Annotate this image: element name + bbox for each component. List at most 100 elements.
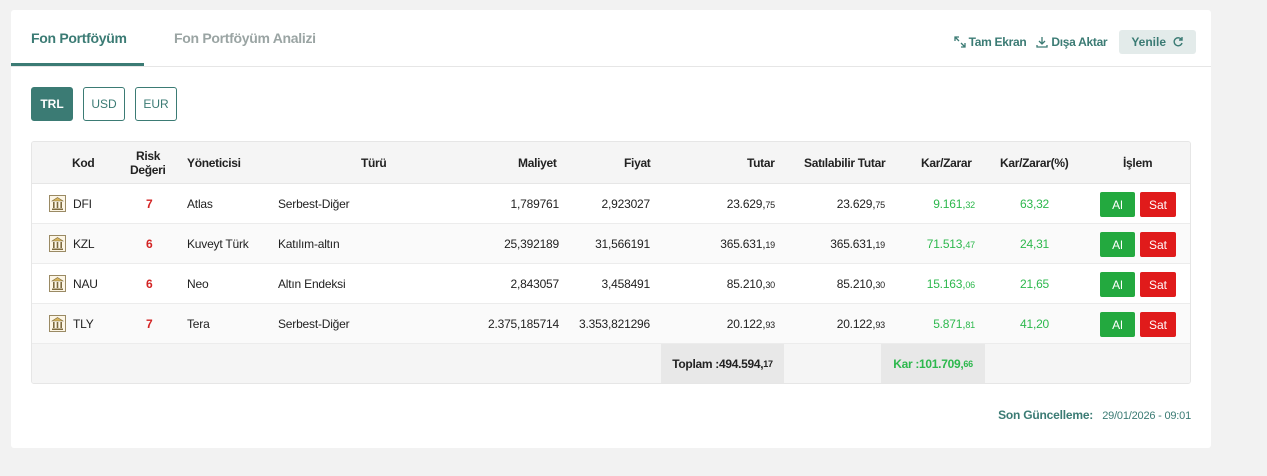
manager: Atlas — [187, 197, 213, 211]
total-label: Toplam : — [672, 357, 719, 371]
sellable-dec: 75 — [875, 200, 885, 210]
header-maliyet: Maliyet — [518, 156, 557, 170]
buy-button[interactable]: Al — [1100, 232, 1135, 257]
table-row: NAU 6 Neo Altın Endeksi 2,843057 3,458491 85.2… — [32, 264, 1190, 304]
download-icon — [1036, 37, 1049, 48]
fund-type: Katılım-altın — [278, 237, 340, 251]
risk-value: 6 — [146, 277, 153, 291]
export-button[interactable]: Dışa Aktar — [1036, 35, 1108, 49]
profit-int: 101.709, — [919, 357, 964, 371]
buy-button[interactable]: Al — [1100, 192, 1135, 217]
profit-dec: 66 — [963, 359, 973, 369]
fund-code[interactable]: KZL — [73, 237, 95, 251]
fullscreen-button[interactable]: Tam Ekran — [953, 35, 1027, 49]
amount-dec: 75 — [765, 200, 775, 210]
profit-loss: 5.871,81 — [933, 317, 975, 331]
fund-code[interactable]: NAU — [73, 277, 98, 291]
export-label: Dışa Aktar — [1051, 35, 1108, 49]
total-profit: Kar :101.709, 66 — [881, 344, 985, 383]
risk-value: 6 — [146, 237, 153, 251]
profit-int: 5.871, — [933, 317, 966, 331]
active-tab-indicator — [11, 63, 144, 66]
price: 3.353,821296 — [578, 317, 650, 331]
profit-loss-pct: 21,65 — [1020, 277, 1050, 291]
currency-usd-button[interactable]: USD — [83, 87, 125, 121]
fund-type: Serbest-Diğer — [278, 197, 350, 211]
cost: 2,843057 — [510, 277, 560, 291]
amount: 85.210,30 — [727, 277, 775, 291]
amount: 20.122,93 — [727, 317, 775, 331]
sellable-int: 20.122, — [836, 317, 876, 331]
table-row: TLY 7 Tera Serbest-Diğer 2.375,185714 3.353,8… — [32, 304, 1190, 344]
amount-int: 23.629, — [726, 197, 766, 211]
sellable-amount: 23.629,75 — [837, 197, 885, 211]
currency-eur-button[interactable]: EUR — [135, 87, 177, 121]
profit-dec: 32 — [965, 200, 975, 210]
manager: Kuveyt Türk — [187, 237, 249, 251]
sellable-amount: 20.122,93 — [837, 317, 885, 331]
expand-icon — [953, 36, 966, 48]
amount-dec: 19 — [765, 240, 775, 250]
amount-dec: 30 — [765, 280, 775, 290]
header-karzarar-pct: Kar/Zarar(%) — [1000, 156, 1069, 170]
fund-type: Altın Endeksi — [278, 277, 346, 291]
profit-loss-pct: 24,31 — [1020, 237, 1050, 251]
sellable-int: 23.629, — [836, 197, 876, 211]
profit-loss: 71.513,47 — [927, 237, 975, 251]
risk-value: 7 — [146, 197, 153, 211]
tab-bar: Fon Portföyüm Fon Portföyüm Analizi Tam … — [11, 10, 1211, 67]
toolbar-actions: Tam Ekran Dışa Aktar Yenile — [944, 30, 1196, 54]
header-tutar: Tutar — [747, 156, 775, 170]
header-satilabilir: Satılabilir Tutar — [804, 156, 886, 170]
table-row: KZL 6 Kuveyt Türk Katılım-altın 25,392189 31,… — [32, 224, 1190, 264]
buy-button[interactable]: Al — [1100, 272, 1135, 297]
manager: Neo — [187, 277, 209, 291]
profit-dec: 06 — [965, 280, 975, 290]
cost: 2.375,185714 — [487, 317, 559, 331]
portfolio-card: Fon Portföyüm Fon Portföyüm Analizi Tam … — [11, 10, 1211, 448]
fund-code[interactable]: TLY — [73, 317, 94, 331]
cost: 25,392189 — [504, 237, 559, 251]
tab-fon-portfoyum[interactable]: Fon Portföyüm — [31, 30, 127, 46]
total-dec: 17 — [763, 359, 773, 369]
header-fiyat: Fiyat — [624, 156, 651, 170]
table-row: DFI 7 Atlas Serbest-Diğer 1,789761 2,923027 23… — [32, 184, 1190, 224]
profit-int: 71.513, — [926, 237, 966, 251]
fund-icon — [49, 315, 66, 332]
table-footer: Toplam :494.594, 17 Kar :101.709, 66 — [32, 344, 1190, 383]
total-int: 494.594, — [718, 357, 764, 371]
sell-button[interactable]: Sat — [1140, 192, 1176, 217]
fund-code[interactable]: DFI — [73, 197, 92, 211]
refresh-button[interactable]: Yenile — [1119, 30, 1196, 54]
price: 3,458491 — [601, 277, 651, 291]
currency-trl-button[interactable]: TRL — [31, 87, 73, 121]
tab-fon-portfoyum-analizi[interactable]: Fon Portföyüm Analizi — [174, 30, 316, 46]
sell-button[interactable]: Sat — [1140, 272, 1176, 297]
profit-loss: 9.161,32 — [933, 197, 975, 211]
price: 2,923027 — [601, 197, 651, 211]
header-yonetici: Yöneticisi — [187, 156, 241, 170]
portfolio-table: Kod Risk Değeri Yöneticisi Türü Maliyet … — [31, 141, 1191, 384]
last-update-value: 29/01/2026 - 09:01 — [1102, 410, 1191, 422]
profit-loss: 15.163,06 — [927, 277, 975, 291]
fund-icon — [49, 275, 66, 292]
sellable-dec: 19 — [875, 240, 885, 250]
header-risk-line1: Risk — [136, 149, 161, 163]
manager: Tera — [187, 317, 210, 331]
sell-button[interactable]: Sat — [1140, 312, 1176, 337]
amount-int: 85.210, — [726, 277, 766, 291]
sell-button[interactable]: Sat — [1140, 232, 1176, 257]
total-amount: Toplam :494.594, 17 — [661, 344, 784, 383]
refresh-icon — [1173, 37, 1183, 47]
profit-loss-pct: 63,32 — [1020, 197, 1050, 211]
price: 31,566191 — [595, 237, 650, 251]
amount-int: 365.631, — [720, 237, 766, 251]
header-risk-line2: Değeri — [130, 163, 166, 177]
profit-loss-pct: 41,20 — [1020, 317, 1050, 331]
table-header: Kod Risk Değeri Yöneticisi Türü Maliyet … — [32, 142, 1190, 184]
amount: 365.631,19 — [720, 237, 775, 251]
header-islem: İşlem — [1123, 156, 1153, 170]
buy-button[interactable]: Al — [1100, 312, 1135, 337]
fullscreen-label: Tam Ekran — [968, 35, 1027, 49]
amount-dec: 93 — [765, 320, 775, 330]
